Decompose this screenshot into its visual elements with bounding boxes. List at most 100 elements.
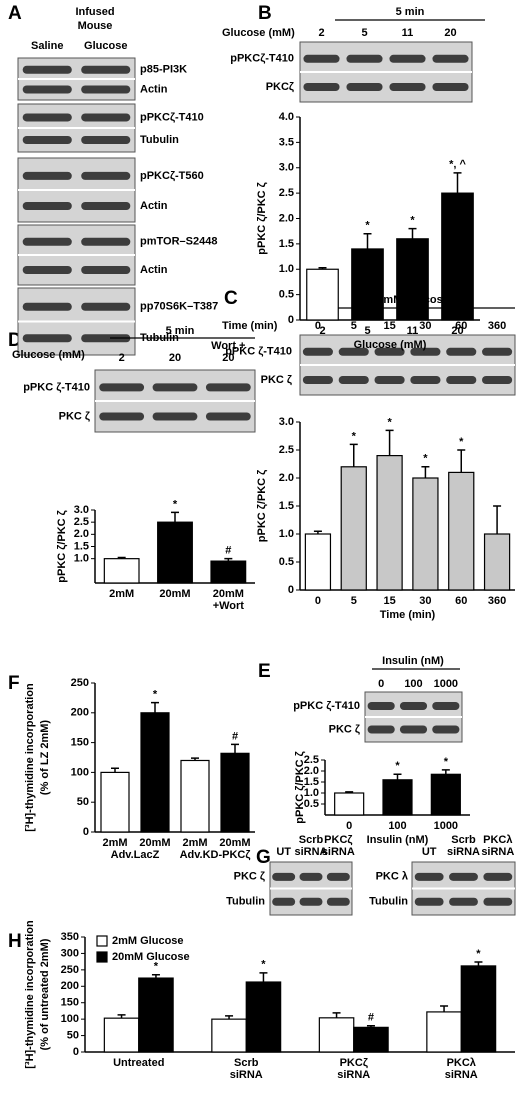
error-bar — [318, 266, 327, 270]
error-bar — [349, 443, 358, 467]
row-label: PKC ζ — [329, 723, 360, 735]
lane-label: Saline — [31, 40, 63, 52]
lane-label: 5 — [361, 27, 367, 39]
lane-label: Scrb — [299, 834, 324, 846]
y-tick-label: 3.0 — [74, 504, 89, 516]
bar-annotation: * — [476, 948, 481, 960]
band — [99, 412, 145, 421]
band — [367, 725, 395, 734]
error-bar — [493, 505, 502, 534]
blot-header: Mouse — [78, 20, 113, 32]
band — [326, 897, 350, 906]
band — [81, 85, 131, 94]
bar — [103, 558, 140, 584]
row-label: pp70S6K–T387 — [140, 301, 218, 313]
y-tick-label: 1.5 — [74, 540, 89, 552]
bar-annotation: * — [459, 436, 464, 448]
x-tick-label: Untreated — [113, 1057, 164, 1069]
error-bar — [393, 773, 402, 780]
band — [389, 54, 426, 63]
y-tick-label: 4.0 — [279, 111, 294, 123]
x-tick-label: 20mM — [213, 588, 244, 600]
bar — [441, 192, 474, 321]
band — [432, 725, 460, 734]
y-axis-label: pPKC ζ/PKC ζ — [256, 470, 268, 542]
lane-label: 20 — [169, 352, 181, 364]
y-tick-label: 2.5 — [279, 187, 294, 199]
x-tick-label: +Wort — [213, 600, 245, 612]
lane-label: Wort + — [211, 340, 245, 352]
band — [346, 83, 383, 91]
x-tick-label: 100 — [388, 820, 406, 832]
row-label: PKC ζ — [59, 410, 90, 422]
x-tick-label: 0 — [346, 820, 352, 832]
lane-label: 1000 — [434, 678, 458, 690]
bar — [430, 773, 461, 816]
bar-annotation: * — [352, 430, 357, 442]
error-bar — [421, 466, 430, 478]
bar-annotation: # — [225, 545, 231, 557]
lane-label: 360 — [488, 320, 506, 332]
bar — [382, 779, 413, 816]
lane-title: Glucose (mM) — [12, 349, 85, 361]
bar — [396, 238, 429, 321]
band — [152, 383, 198, 392]
band — [22, 202, 72, 210]
band — [389, 83, 426, 91]
band — [374, 376, 405, 384]
band — [326, 872, 350, 881]
row-label: PKC ζ — [261, 374, 292, 386]
y-tick-label: 0 — [288, 584, 294, 596]
lane-label: UT — [422, 846, 437, 858]
error-bar — [117, 1014, 126, 1019]
lane-label: siRNA — [481, 846, 514, 858]
bar — [138, 977, 174, 1053]
band — [81, 202, 131, 210]
band — [410, 347, 441, 356]
x-tick-label: 0 — [315, 595, 321, 607]
row-label: pPKCζ-T410 — [140, 111, 204, 123]
y-tick-label: 1.0 — [279, 263, 294, 275]
x-tick-label: 15 — [383, 595, 395, 607]
x-axis-label: Insulin (nM) — [367, 834, 429, 846]
bar-annotation: * — [387, 416, 392, 428]
x-tick-label: 2 — [319, 325, 325, 337]
band — [432, 702, 460, 710]
lane-label: siRNA — [447, 846, 480, 858]
y-tick-label: 1.0 — [304, 787, 319, 799]
error-bar — [385, 429, 394, 456]
row-label: p85-PI3K — [140, 64, 187, 76]
bar — [318, 1017, 355, 1053]
bar — [210, 560, 247, 584]
bar — [180, 759, 210, 833]
panel-letter: C — [224, 288, 238, 309]
y-tick-label: 2.0 — [74, 528, 89, 540]
bar — [340, 466, 367, 591]
x-tick-label: 360 — [488, 595, 506, 607]
legend-label: 20mM Glucose — [112, 951, 190, 963]
y-tick-label: 3.0 — [279, 162, 294, 174]
lane-label: Glucose — [84, 40, 127, 52]
bar — [426, 1011, 462, 1053]
lane-label: PKCλ — [483, 834, 512, 846]
row-label: Tubulin — [369, 896, 408, 908]
x-tick-label: 20mM — [139, 837, 170, 849]
group-label: Adv.KD-PKCζ — [180, 849, 251, 861]
legend-label: 2mM Glucose — [112, 935, 184, 947]
y-tick-label: 50 — [67, 1029, 79, 1041]
y-tick-label: 350 — [61, 931, 79, 943]
y-tick-label: 100 — [71, 766, 89, 778]
x-tick-label: siRNA — [230, 1069, 263, 1081]
y-tick-label: 0 — [288, 314, 294, 326]
lane-label: 2 — [318, 27, 324, 39]
y-tick-label: 3.5 — [279, 136, 294, 148]
blot-header: Insulin (nM) — [382, 655, 444, 667]
bar — [220, 752, 250, 833]
bar — [100, 771, 130, 833]
y-tick-label: 200 — [61, 980, 79, 992]
row-label: PKC ζ — [234, 871, 265, 883]
error-bar — [453, 172, 462, 194]
bar — [412, 477, 439, 591]
band — [299, 897, 323, 906]
